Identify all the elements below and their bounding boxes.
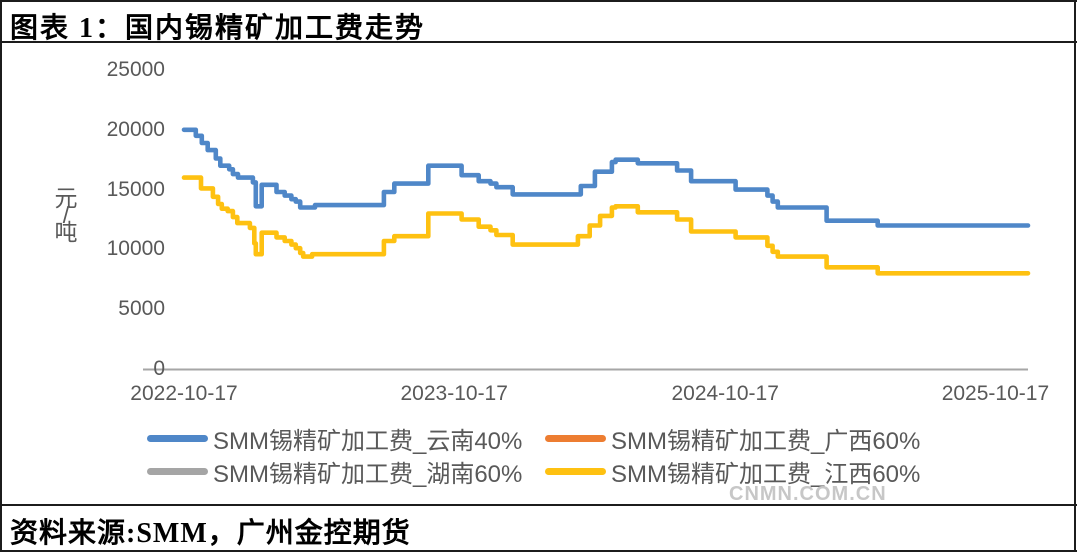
legend-line-swatch-jiangxi-60 (545, 467, 606, 475)
y-axis-title-char: / (62, 202, 70, 228)
y-tick-label: 25000 (106, 58, 165, 81)
x-tick-label: 2023-10-17 (400, 382, 508, 405)
figure-source: 资料来源:SMM，广州金控期货 (10, 518, 411, 549)
x-tick-label: 2024-10-17 (671, 382, 779, 405)
border-right (1074, 0, 1076, 552)
legend-line-swatch-hunan-60 (147, 467, 208, 475)
legend-item-guangxi-60: SMM锡精矿加工费_广西60% (545, 424, 920, 455)
line-series-jiangxi-60 (181, 175, 1031, 276)
legend-item-yunnan-40: SMM锡精矿加工费_云南40% (147, 424, 522, 455)
legend-line-swatch-yunnan-40 (147, 434, 208, 442)
legend-label: SMM锡精矿加工费_云南40% (213, 427, 523, 455)
border-top (0, 0, 1077, 2)
line-series-yunnan-40 (181, 127, 1031, 228)
y-tick-label: 20000 (106, 117, 165, 141)
border-bottom (0, 550, 1077, 552)
y-axis-title-char: 吨 (54, 219, 78, 245)
y-axis-title-char: 元 (54, 185, 78, 211)
legend-label: SMM锡精矿加工费_江西60% (611, 460, 921, 488)
watermark: CNMN.COM.CN (729, 483, 887, 505)
source-separator (0, 504, 1077, 506)
legend-label: SMM锡精矿加工费_湖南60% (213, 460, 523, 488)
title-separator (0, 41, 1077, 43)
legend-line-swatch-guangxi-60 (545, 434, 606, 442)
legend-label: SMM锡精矿加工费_广西60% (611, 427, 921, 455)
legend-item-hunan-60: SMM锡精矿加工费_湖南60% (147, 457, 522, 488)
y-tick-label: 15000 (106, 177, 165, 201)
legend-item-jiangxi-60: SMM锡精矿加工费_江西60% (545, 457, 920, 488)
y-tick-label: 5000 (118, 297, 165, 321)
y-tick-label: 0 (153, 357, 165, 380)
y-tick-label: 10000 (106, 237, 165, 261)
figure-title: 图表 1：国内锡精矿加工费走势 (10, 13, 426, 44)
x-tick-label: 2025-10-17 (941, 382, 1050, 405)
y-axis-title: 元 / 吨 (46, 185, 86, 245)
x-tick-label: 2022-10-17 (130, 382, 238, 405)
border-left (0, 0, 2, 552)
